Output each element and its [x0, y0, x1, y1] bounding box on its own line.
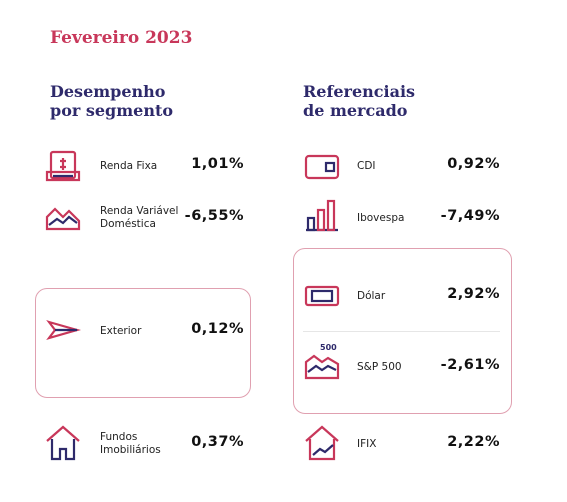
section-title: Desempenho por segmento	[50, 82, 173, 120]
item-label-line: Exterior	[100, 324, 142, 337]
section-title-line: por segmento	[50, 101, 174, 120]
item-label-line: IFIX	[357, 437, 377, 450]
item-label-line: Ibovespa	[357, 211, 405, 224]
section-title-line: de mercado	[303, 101, 408, 120]
section-title-line: Referenciais	[303, 82, 416, 101]
icon-fundos	[46, 425, 80, 461]
icon-sp500: 500	[304, 343, 340, 380]
icon-ibovespa	[306, 199, 338, 232]
icon-exterior	[46, 320, 82, 340]
item-value: 0,37%	[191, 434, 244, 450]
item-label-line: Dólar	[357, 289, 386, 302]
highlight-box	[293, 248, 512, 414]
item-label-line: Renda Variável	[100, 205, 179, 217]
item-label-line: S&P 500	[357, 360, 402, 373]
item-label-line: Renda Fixa	[100, 159, 158, 172]
section-title: Referenciais de mercado	[303, 82, 415, 120]
item-label: IFIX	[357, 438, 376, 451]
item-label: S&P 500	[357, 361, 402, 374]
item-value: 2,92%	[447, 286, 500, 302]
item-label: Renda Variável Doméstica	[100, 205, 178, 231]
item-value: -6,55%	[184, 208, 244, 224]
item-value: 0,92%	[447, 156, 500, 172]
item-label: Ibovespa	[357, 212, 404, 225]
section-title-line: Desempenho	[50, 82, 166, 101]
icon-renda-fixa	[45, 150, 81, 182]
item-label-line: Fundos	[100, 431, 138, 443]
item-label-line: Imobiliários	[100, 444, 161, 456]
item-value: -7,49%	[440, 208, 500, 224]
divider	[303, 331, 500, 332]
item-label: Fundos Imobiliários	[100, 431, 161, 457]
item-label-line: Doméstica	[100, 218, 156, 230]
item-label: Renda Fixa	[100, 160, 157, 173]
item-value: 2,22%	[447, 434, 500, 450]
item-value: 0,12%	[191, 321, 244, 337]
title: Fevereiro 2023	[50, 28, 193, 48]
icon-cdi	[304, 154, 340, 180]
highlight-box	[35, 288, 251, 398]
icon-text: 500	[320, 343, 337, 352]
item-label: CDI	[357, 160, 376, 173]
item-value: 1,01%	[191, 156, 244, 172]
item-label-line: CDI	[357, 159, 376, 172]
item-label: Dólar	[357, 290, 385, 303]
item-value: -2,61%	[440, 357, 500, 373]
icon-dolar	[304, 285, 340, 307]
item-label: Exterior	[100, 325, 141, 338]
icon-ifix	[305, 425, 339, 461]
icon-renda-variavel	[45, 207, 81, 231]
